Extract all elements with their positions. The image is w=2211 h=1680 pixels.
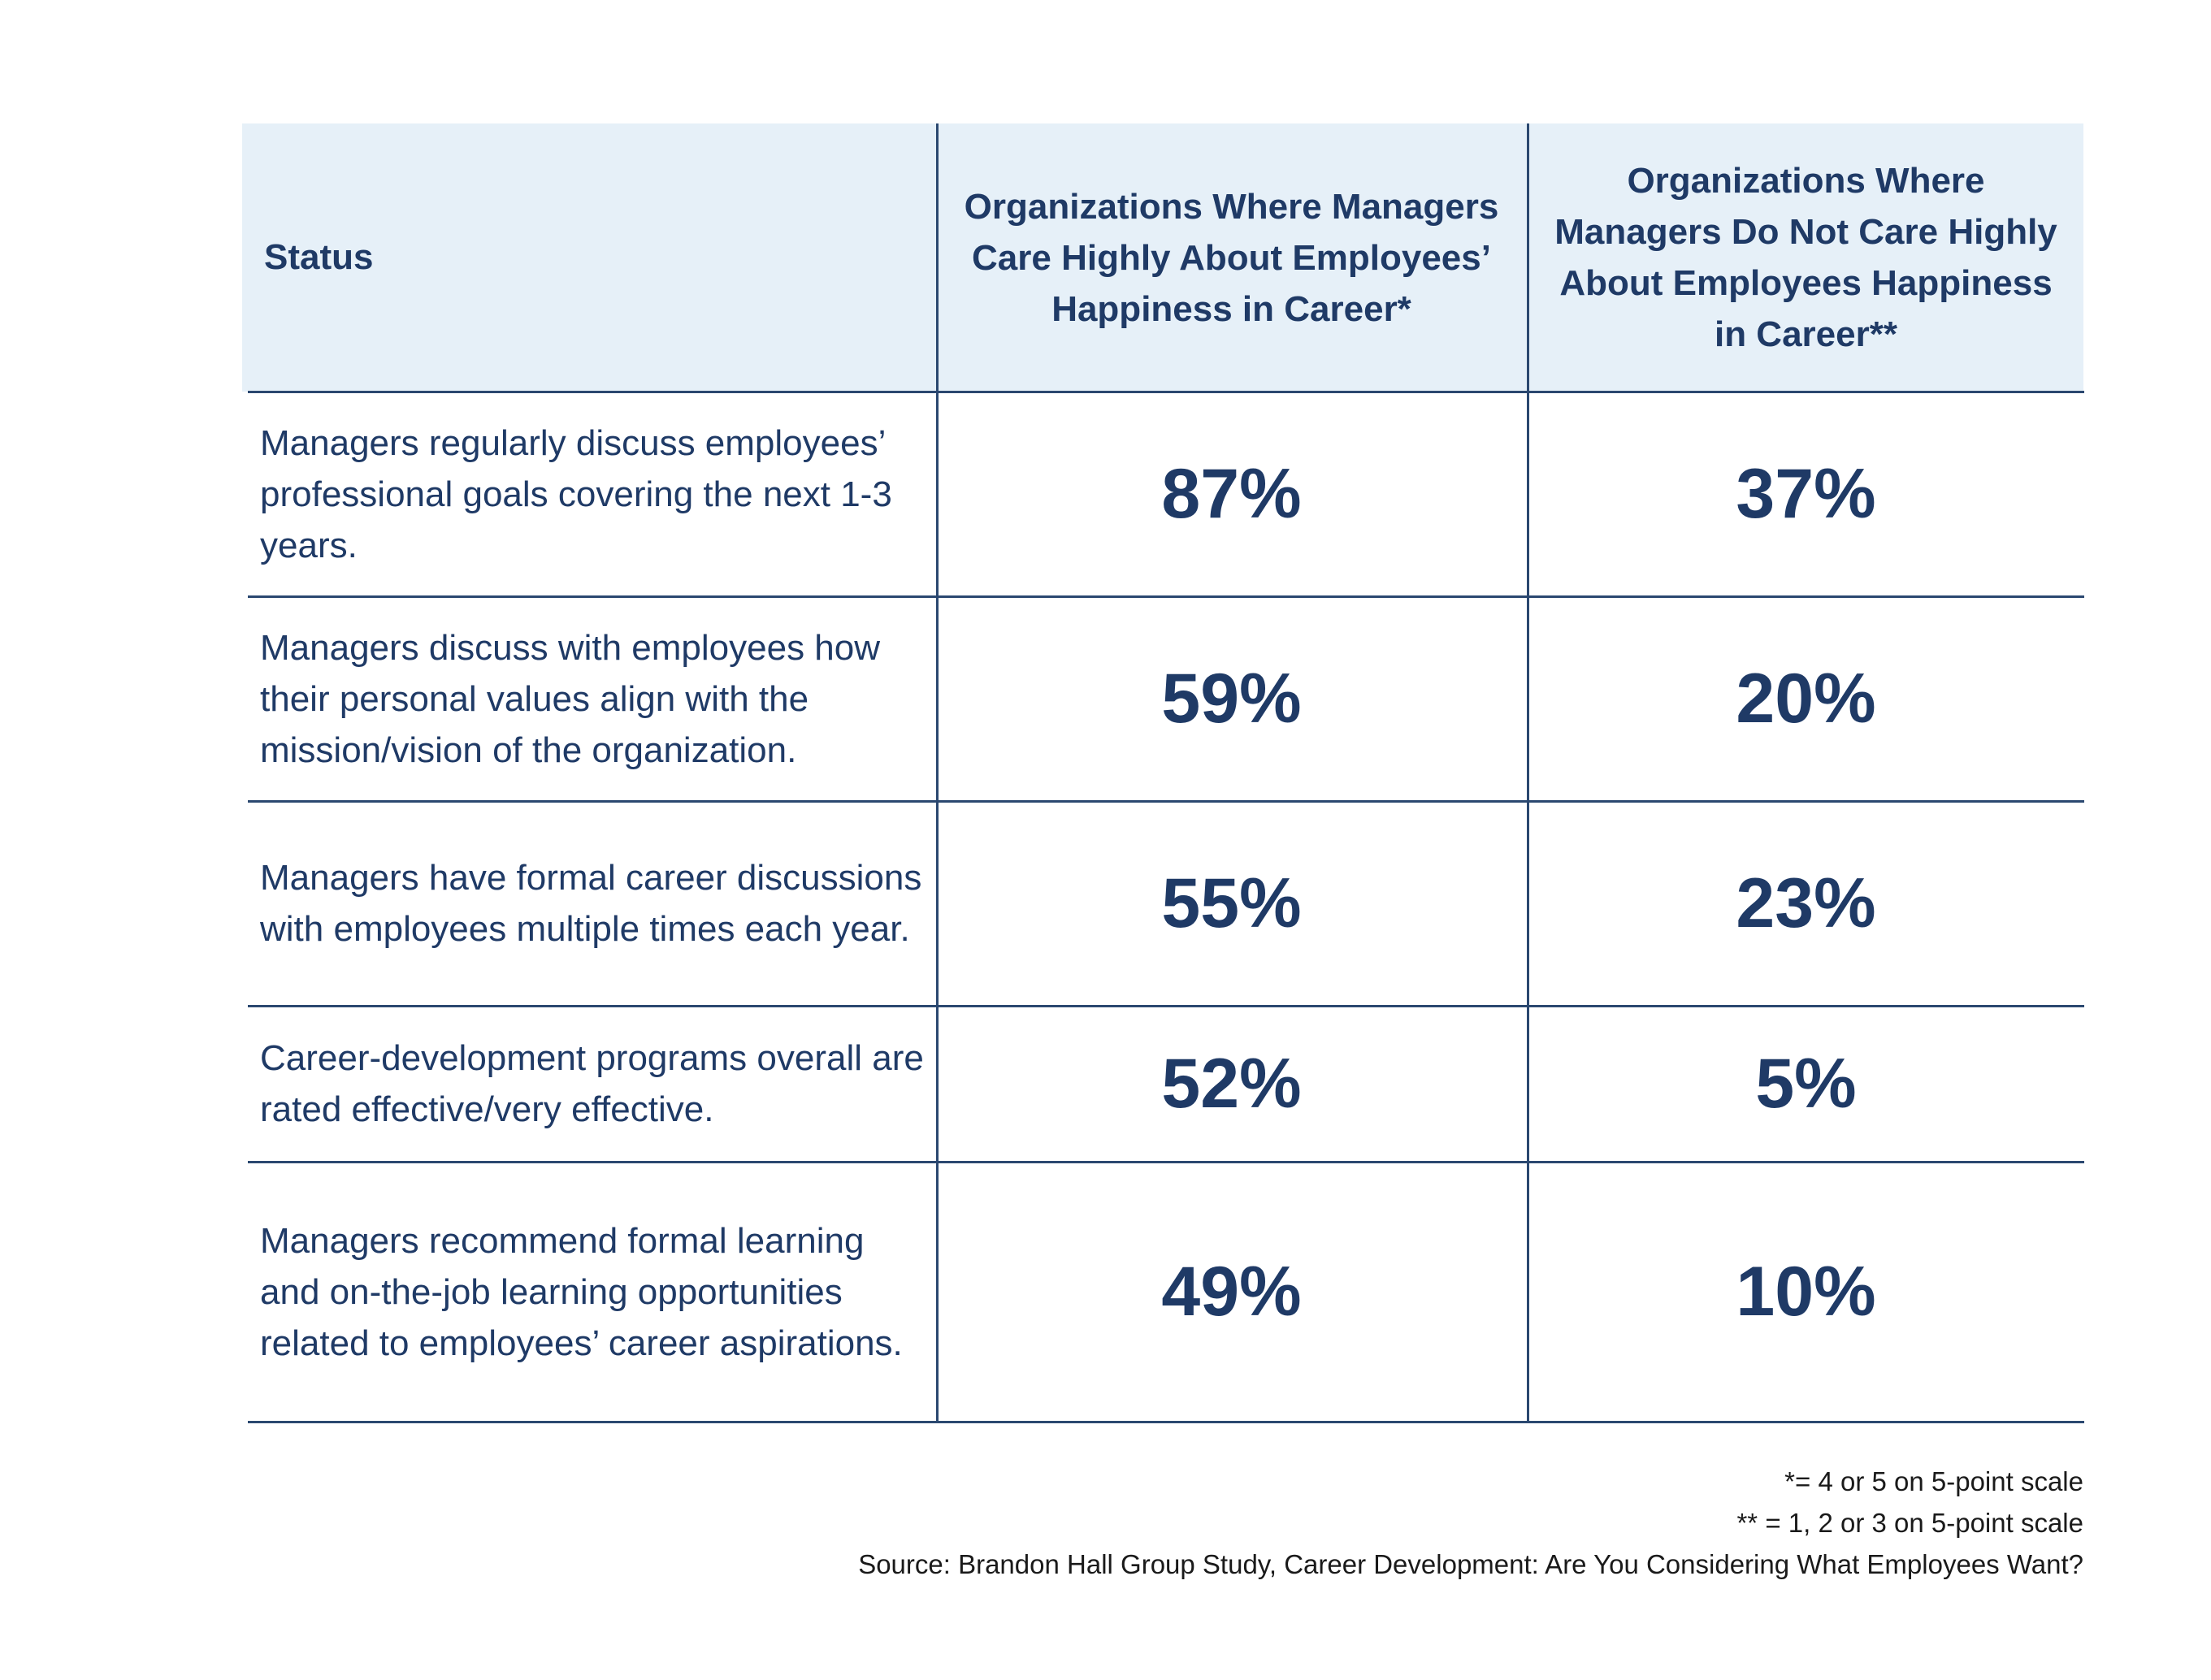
column-divider [1527, 123, 1529, 1423]
footnote-single-asterisk: *= 4 or 5 on 5-point scale [1784, 1466, 2083, 1496]
value-care-high: 49% [1161, 1252, 1302, 1331]
column-divider [936, 123, 939, 1423]
row-divider [248, 1005, 2084, 1007]
row-divider [248, 391, 2084, 393]
header-status: Status [264, 237, 374, 277]
row-label: Managers recommend formal learning and o… [260, 1220, 903, 1363]
row-divider [248, 800, 2084, 803]
header-care-high: Organizations Where Managers Care Highly… [964, 186, 1499, 329]
value-care-high: 87% [1161, 454, 1302, 533]
value-care-high: 52% [1161, 1044, 1302, 1123]
value-care-high: 59% [1161, 659, 1302, 738]
row-divider [248, 595, 2084, 598]
source-note: Source: Brandon Hall Group Study, Career… [858, 1549, 2083, 1579]
row-label: Managers regularly discuss employees’ pr… [260, 422, 892, 565]
row-divider [248, 1161, 2084, 1163]
value-care-low: 5% [1755, 1044, 1857, 1123]
table-bottom-border [248, 1421, 2084, 1423]
value-care-low: 20% [1736, 659, 1876, 738]
value-care-low: 23% [1736, 864, 1876, 942]
row-label: Managers have formal career discussions … [260, 858, 922, 949]
value-care-high: 55% [1161, 864, 1302, 942]
header-care-low: Organizations Where Managers Do Not Care… [1554, 161, 2057, 354]
value-care-low: 10% [1736, 1252, 1876, 1331]
row-label: Managers discuss with employees how thei… [260, 627, 881, 770]
row-label: Career-development programs overall are … [260, 1038, 924, 1129]
value-care-low: 37% [1736, 454, 1876, 533]
table-header-background [242, 123, 2083, 392]
footnote-double-asterisk: ** = 1, 2 or 3 on 5-point scale [1736, 1508, 2083, 1538]
